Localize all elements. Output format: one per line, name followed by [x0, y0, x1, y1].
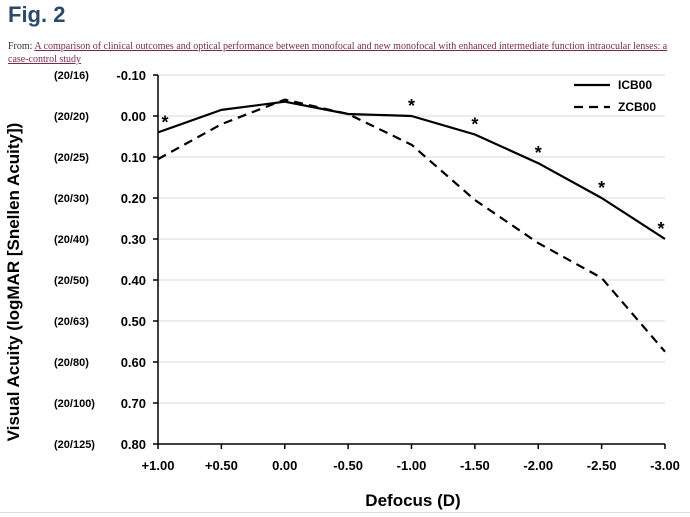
- significance-markers: * * * * * *: [161, 96, 664, 239]
- snellen-label: (20/25): [54, 152, 89, 164]
- snellen-label: (20/50): [54, 275, 89, 287]
- x-tick-label: -1.50: [460, 458, 490, 473]
- y-tick-label: 0.70: [121, 396, 146, 411]
- y-tick-label: 0.10: [121, 150, 146, 165]
- significance-marker: *: [657, 219, 664, 239]
- bottom-divider: [0, 512, 690, 513]
- y-tick-label: 0.80: [121, 437, 146, 452]
- x-tick-label: -0.50: [333, 458, 363, 473]
- axis-layer: -0.10 (20/16) 0.00 (20/20) 0.10 (20/25) 0.20 (2…: [54, 68, 680, 473]
- y-tick-label: 0.40: [121, 273, 146, 288]
- snellen-label: (20/100): [54, 398, 95, 410]
- from-prefix: From:: [8, 41, 35, 52]
- x-tick-label: 0.00: [272, 458, 297, 473]
- series-layer: [157, 98, 666, 353]
- legend-label-zcb00: ZCB00: [618, 100, 656, 114]
- x-axis-label: Defocus (D): [365, 491, 460, 510]
- snellen-label: (20/16): [54, 70, 89, 82]
- significance-marker: *: [471, 114, 478, 134]
- x-tick-label: -1.00: [397, 458, 427, 473]
- x-tick-label: -3.00: [650, 458, 680, 473]
- snellen-label: (20/20): [54, 111, 89, 123]
- y-tick-label: 0.30: [121, 232, 146, 247]
- snellen-label: (20/125): [54, 439, 95, 451]
- y-tick-label: 0.50: [121, 314, 146, 329]
- significance-marker: *: [598, 178, 605, 198]
- y-tick-label: -0.10: [116, 68, 146, 83]
- source-citation: From: A comparison of clinical outcomes …: [8, 40, 684, 66]
- snellen-label: (20/30): [54, 193, 89, 205]
- y-axis-label: Visual Acuity (logMAR [Snellen Acuity]): [4, 123, 23, 442]
- y-tick-label: 0.00: [121, 109, 146, 124]
- x-tick-label: -2.00: [523, 458, 553, 473]
- x-tick-label: +0.50: [205, 458, 238, 473]
- figure-title: Fig. 2: [8, 2, 66, 27]
- series-line-icb00: [157, 100, 666, 240]
- x-tick-label: +1.00: [142, 458, 175, 473]
- significance-marker: *: [535, 143, 542, 163]
- series-line-zcb00: [157, 98, 666, 353]
- snellen-label: (20/80): [54, 357, 89, 369]
- y-tick-label: 0.60: [121, 355, 146, 370]
- grid-layer: [158, 74, 665, 445]
- x-tick-label: -2.50: [587, 458, 617, 473]
- significance-marker: *: [161, 112, 168, 132]
- y-tick-label: 0.20: [121, 191, 146, 206]
- significance-marker: *: [408, 96, 415, 116]
- snellen-label: (20/40): [54, 234, 89, 246]
- snellen-label: (20/63): [54, 316, 89, 328]
- legend-label-icb00: ICB00: [618, 78, 652, 92]
- legend: ICB00 ZCB00: [574, 78, 656, 114]
- defocus-curve-chart: -0.10 (20/16) 0.00 (20/20) 0.10 (20/25) 0.20 (2…: [4, 68, 680, 510]
- article-link[interactable]: A comparison of clinical outcomes and op…: [8, 41, 668, 65]
